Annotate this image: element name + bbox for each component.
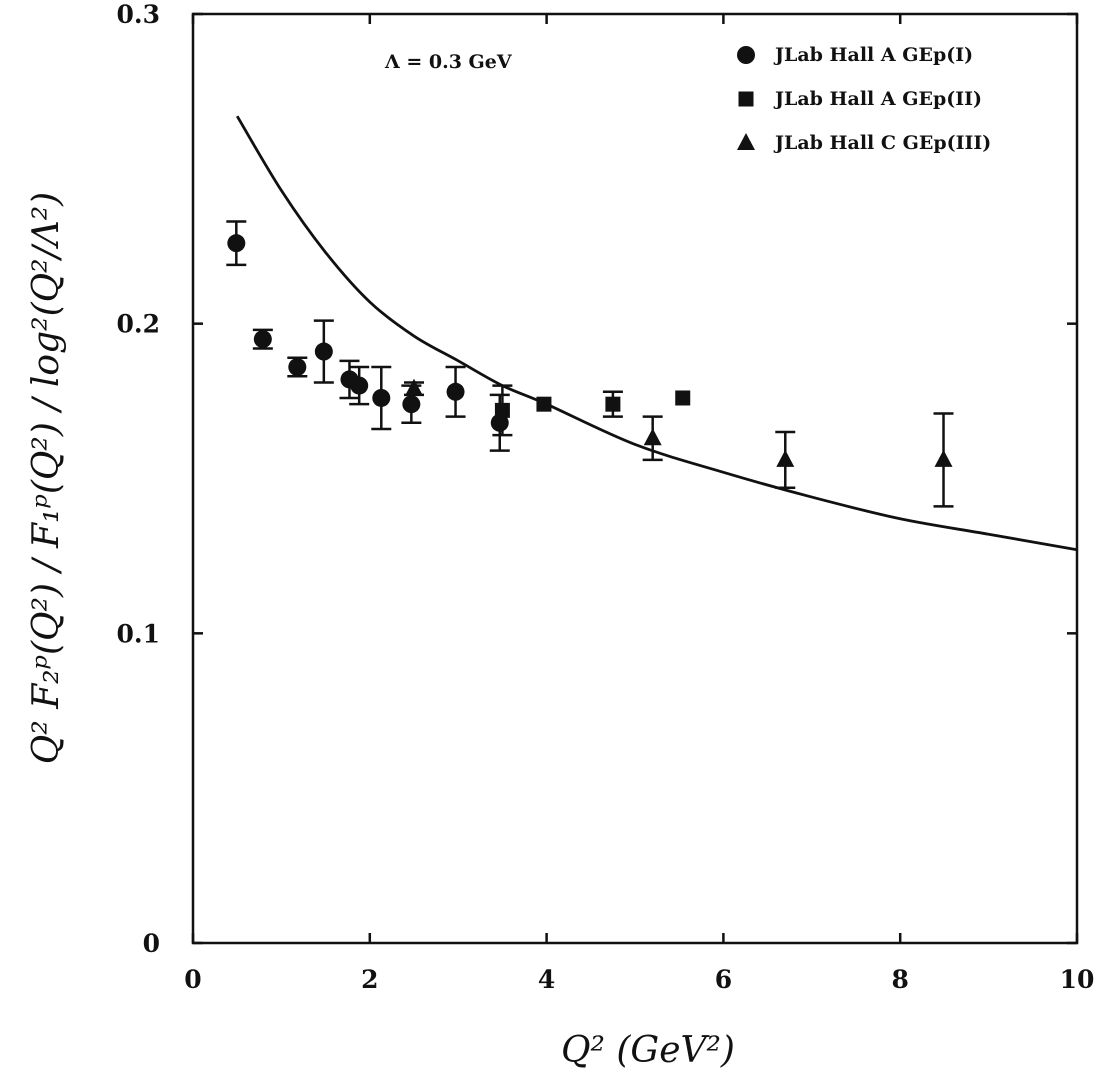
x-tick-label: 8 bbox=[891, 965, 908, 994]
y-tick-label: 0 bbox=[143, 929, 160, 958]
y-tick-label: 0.1 bbox=[117, 619, 161, 648]
circle-point bbox=[227, 234, 246, 253]
data-points-layer bbox=[226, 220, 954, 508]
series-square bbox=[492, 384, 691, 437]
legend-marker-circle bbox=[737, 46, 755, 64]
circle-point bbox=[314, 342, 333, 361]
series-triangle bbox=[404, 378, 954, 508]
y-tick-label: 0.2 bbox=[117, 310, 161, 339]
x-axis-title: Q² (GeV²) bbox=[561, 1030, 735, 1071]
circle-point bbox=[446, 382, 465, 401]
lambda-annotation: Λ = 0.3 GeV bbox=[384, 51, 513, 73]
model-curve-layer bbox=[235, 115, 1078, 552]
circle-point bbox=[350, 376, 369, 395]
circle-point bbox=[253, 330, 272, 349]
x-tick-label: 0 bbox=[184, 965, 201, 994]
legend: JLab Hall A GEp(I) JLab Hall A GEp(II) JLa… bbox=[737, 44, 991, 154]
circle-point bbox=[402, 395, 421, 414]
legend-label: JLab Hall C GEp(III) bbox=[773, 132, 991, 154]
circle-point bbox=[372, 388, 391, 407]
series-circle bbox=[226, 220, 510, 452]
square-point bbox=[605, 396, 621, 412]
x-tick-label: 2 bbox=[361, 965, 378, 994]
triangle-point bbox=[934, 449, 953, 467]
x-tick-label: 4 bbox=[538, 965, 555, 994]
legend-marker-triangle bbox=[737, 133, 755, 150]
plot-frame bbox=[191, 12, 1079, 945]
x-tick-label: 10 bbox=[1060, 965, 1095, 994]
legend-label: JLab Hall A GEp(II) bbox=[773, 88, 982, 110]
model-curve bbox=[235, 115, 1078, 552]
circle-point bbox=[288, 358, 307, 377]
square-point bbox=[675, 390, 691, 406]
legend-marker-square bbox=[738, 91, 754, 107]
square-point bbox=[494, 402, 510, 418]
square-point bbox=[536, 396, 552, 412]
y-axis-title: Q² F₂ᵖ(Q²) / F₁ᵖ(Q²) / log²(Q²/Λ²) bbox=[26, 192, 67, 764]
circle-point bbox=[490, 413, 509, 432]
triangle-point bbox=[776, 449, 795, 467]
triangle-point bbox=[643, 428, 662, 446]
triangle-point bbox=[405, 378, 423, 396]
axis-ticks: 0 2 4 6 8 10 0 0.1 0.2 0.3 bbox=[117, 0, 1095, 994]
legend-label: JLab Hall A GEp(I) bbox=[773, 44, 973, 66]
y-tick-label: 0.3 bbox=[117, 0, 161, 29]
x-tick-label: 6 bbox=[715, 965, 732, 994]
